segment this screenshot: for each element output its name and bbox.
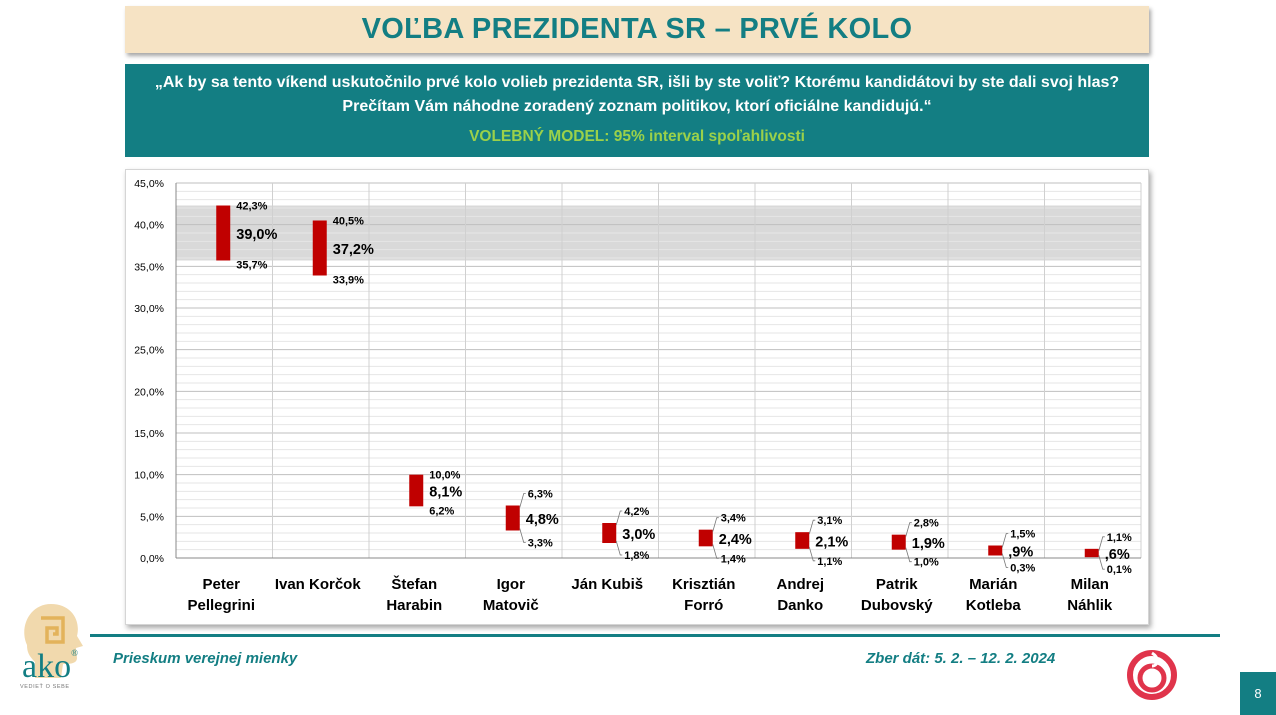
lower-leader bbox=[1001, 553, 1009, 568]
chart-frame: 0,0% 5,0% 10,0% 15,0% 20,0% 25,0% 30,0% 35,0% 40… bbox=[125, 169, 1149, 625]
category-label: Náhlik bbox=[1067, 597, 1113, 614]
lower-leader bbox=[712, 544, 719, 559]
footer-divider bbox=[90, 634, 1220, 637]
upper-bound-label: 1,1% bbox=[1107, 532, 1132, 544]
question-box: „Ak by sa tento víkend uskutočnilo prvé … bbox=[125, 64, 1149, 157]
value-label: ,6% bbox=[1105, 547, 1130, 563]
category-label: Štefan bbox=[391, 575, 437, 593]
interval-bar bbox=[795, 532, 810, 549]
upper-bound-label: 42,3% bbox=[236, 201, 267, 213]
interval-bar bbox=[505, 505, 520, 531]
lower-bound-label: 1,1% bbox=[817, 556, 842, 568]
lower-bound-label: 1,8% bbox=[624, 550, 649, 562]
page-title: VOĽBA PREZIDENTA SR – PRVÉ KOLO bbox=[361, 13, 913, 45]
lower-leader bbox=[905, 547, 912, 563]
category-label: Milan bbox=[1071, 576, 1109, 593]
upper-bound-label: 1,5% bbox=[1010, 529, 1035, 541]
upper-bound-label: 3,1% bbox=[817, 515, 842, 527]
interval-bar bbox=[988, 545, 1003, 556]
y-tick-label: 30,0% bbox=[134, 303, 164, 315]
value-label: 4,8% bbox=[526, 512, 559, 528]
value-label: 3,0% bbox=[622, 527, 655, 543]
spiral-logo-icon bbox=[1127, 650, 1177, 700]
footer-survey-label: Prieskum verejnej mienky bbox=[113, 650, 298, 667]
chart: 0,0% 5,0% 10,0% 15,0% 20,0% 25,0% 30,0% 35,0% 40… bbox=[134, 178, 1142, 614]
category-label: Krisztián bbox=[672, 576, 735, 593]
upper-bound-label: 4,2% bbox=[624, 506, 649, 518]
question-line-2: Prečítam Vám náhodne zoradený zoznam pol… bbox=[342, 98, 932, 115]
upper-leader bbox=[1001, 533, 1009, 548]
y-tick-label: 35,0% bbox=[134, 261, 164, 273]
category-label: Matovič bbox=[483, 597, 539, 614]
category-label: Marián bbox=[969, 576, 1017, 593]
category-label: Dubovský bbox=[861, 597, 933, 614]
ako-head-icon bbox=[24, 604, 83, 678]
y-tick-label: 15,0% bbox=[134, 428, 164, 440]
upper-bound-label: 2,8% bbox=[914, 518, 939, 530]
upper-leader bbox=[808, 519, 816, 535]
category-label: Pellegrini bbox=[187, 597, 255, 614]
interval-bar bbox=[409, 474, 424, 507]
lower-bound-label: 3,3% bbox=[528, 538, 553, 550]
category-label: Ján Kubiš bbox=[571, 576, 643, 593]
page-number: 8 bbox=[1240, 672, 1276, 715]
upper-leader bbox=[519, 493, 526, 508]
upper-leader bbox=[615, 510, 623, 526]
interval-bar bbox=[891, 534, 906, 550]
interval-bar bbox=[602, 523, 617, 543]
upper-bound-label: 6,3% bbox=[528, 489, 553, 501]
question-line-1: „Ak by sa tento víkend uskutočnilo prvé … bbox=[154, 74, 1120, 91]
y-tick-label: 0,0% bbox=[140, 553, 164, 565]
y-tick-label: 20,0% bbox=[134, 386, 164, 398]
question-text: „Ak by sa tento víkend uskutočnilo prvé … bbox=[125, 71, 1149, 119]
ako-logo-text: ako® bbox=[22, 648, 78, 685]
upper-bound-label: 3,4% bbox=[721, 513, 746, 525]
lower-bound-label: 1,0% bbox=[914, 557, 939, 569]
value-label: 2,1% bbox=[815, 535, 848, 551]
title-bar: VOĽBA PREZIDENTA SR – PRVÉ KOLO bbox=[125, 6, 1149, 53]
lower-leader bbox=[615, 540, 623, 556]
category-label: Andrej bbox=[776, 576, 824, 593]
y-tick-label: 10,0% bbox=[134, 470, 164, 482]
value-label: 1,9% bbox=[912, 536, 945, 552]
interval-bar bbox=[312, 220, 327, 276]
upper-bound-label: 10,0% bbox=[429, 470, 460, 482]
interval-bar bbox=[698, 529, 713, 547]
model-label: VOLEBNÝ MODEL: 95% interval spoľahlivost… bbox=[469, 128, 805, 145]
lower-leader bbox=[519, 528, 526, 543]
lower-bound-label: 0,1% bbox=[1107, 564, 1132, 576]
ako-logo-tagline: VEDIEŤ O SEBE bbox=[20, 684, 70, 690]
category-label: Ivan Korčok bbox=[275, 576, 362, 593]
lower-bound-label: 33,9% bbox=[333, 275, 364, 287]
y-tick-label: 40,0% bbox=[134, 220, 164, 232]
value-label: 37,2% bbox=[333, 242, 374, 258]
value-label: ,9% bbox=[1008, 545, 1033, 561]
footer-date-label: Zber dát: 5. 2. – 12. 2. 2024 bbox=[866, 650, 1056, 667]
category-label: Peter bbox=[202, 576, 240, 593]
upper-leader bbox=[1098, 536, 1105, 551]
lower-bound-label: 1,4% bbox=[721, 553, 746, 565]
lower-leader bbox=[1098, 555, 1105, 570]
upper-leader bbox=[905, 522, 912, 537]
upper-bound-label: 40,5% bbox=[333, 216, 364, 228]
interval-bar bbox=[1084, 548, 1099, 558]
lower-bound-label: 0,3% bbox=[1010, 563, 1035, 575]
category-label: Forró bbox=[684, 597, 723, 614]
value-label: 39,0% bbox=[236, 227, 277, 243]
upper-leader bbox=[712, 517, 719, 532]
y-tick-label: 45,0% bbox=[134, 178, 164, 190]
category-label: Kotleba bbox=[966, 597, 1022, 614]
lower-leader bbox=[808, 546, 816, 562]
value-label: 2,4% bbox=[719, 532, 752, 548]
category-label: Igor bbox=[497, 576, 525, 593]
category-label: Danko bbox=[777, 597, 823, 614]
category-label: Patrik bbox=[876, 576, 918, 593]
y-tick-label: 25,0% bbox=[134, 345, 164, 357]
value-label: 8,1% bbox=[429, 485, 462, 501]
lower-bound-label: 35,7% bbox=[236, 260, 267, 272]
y-tick-label: 5,0% bbox=[140, 511, 164, 523]
interval-bar bbox=[216, 205, 231, 261]
category-label: Harabin bbox=[386, 597, 442, 614]
lower-bound-label: 6,2% bbox=[429, 505, 454, 517]
